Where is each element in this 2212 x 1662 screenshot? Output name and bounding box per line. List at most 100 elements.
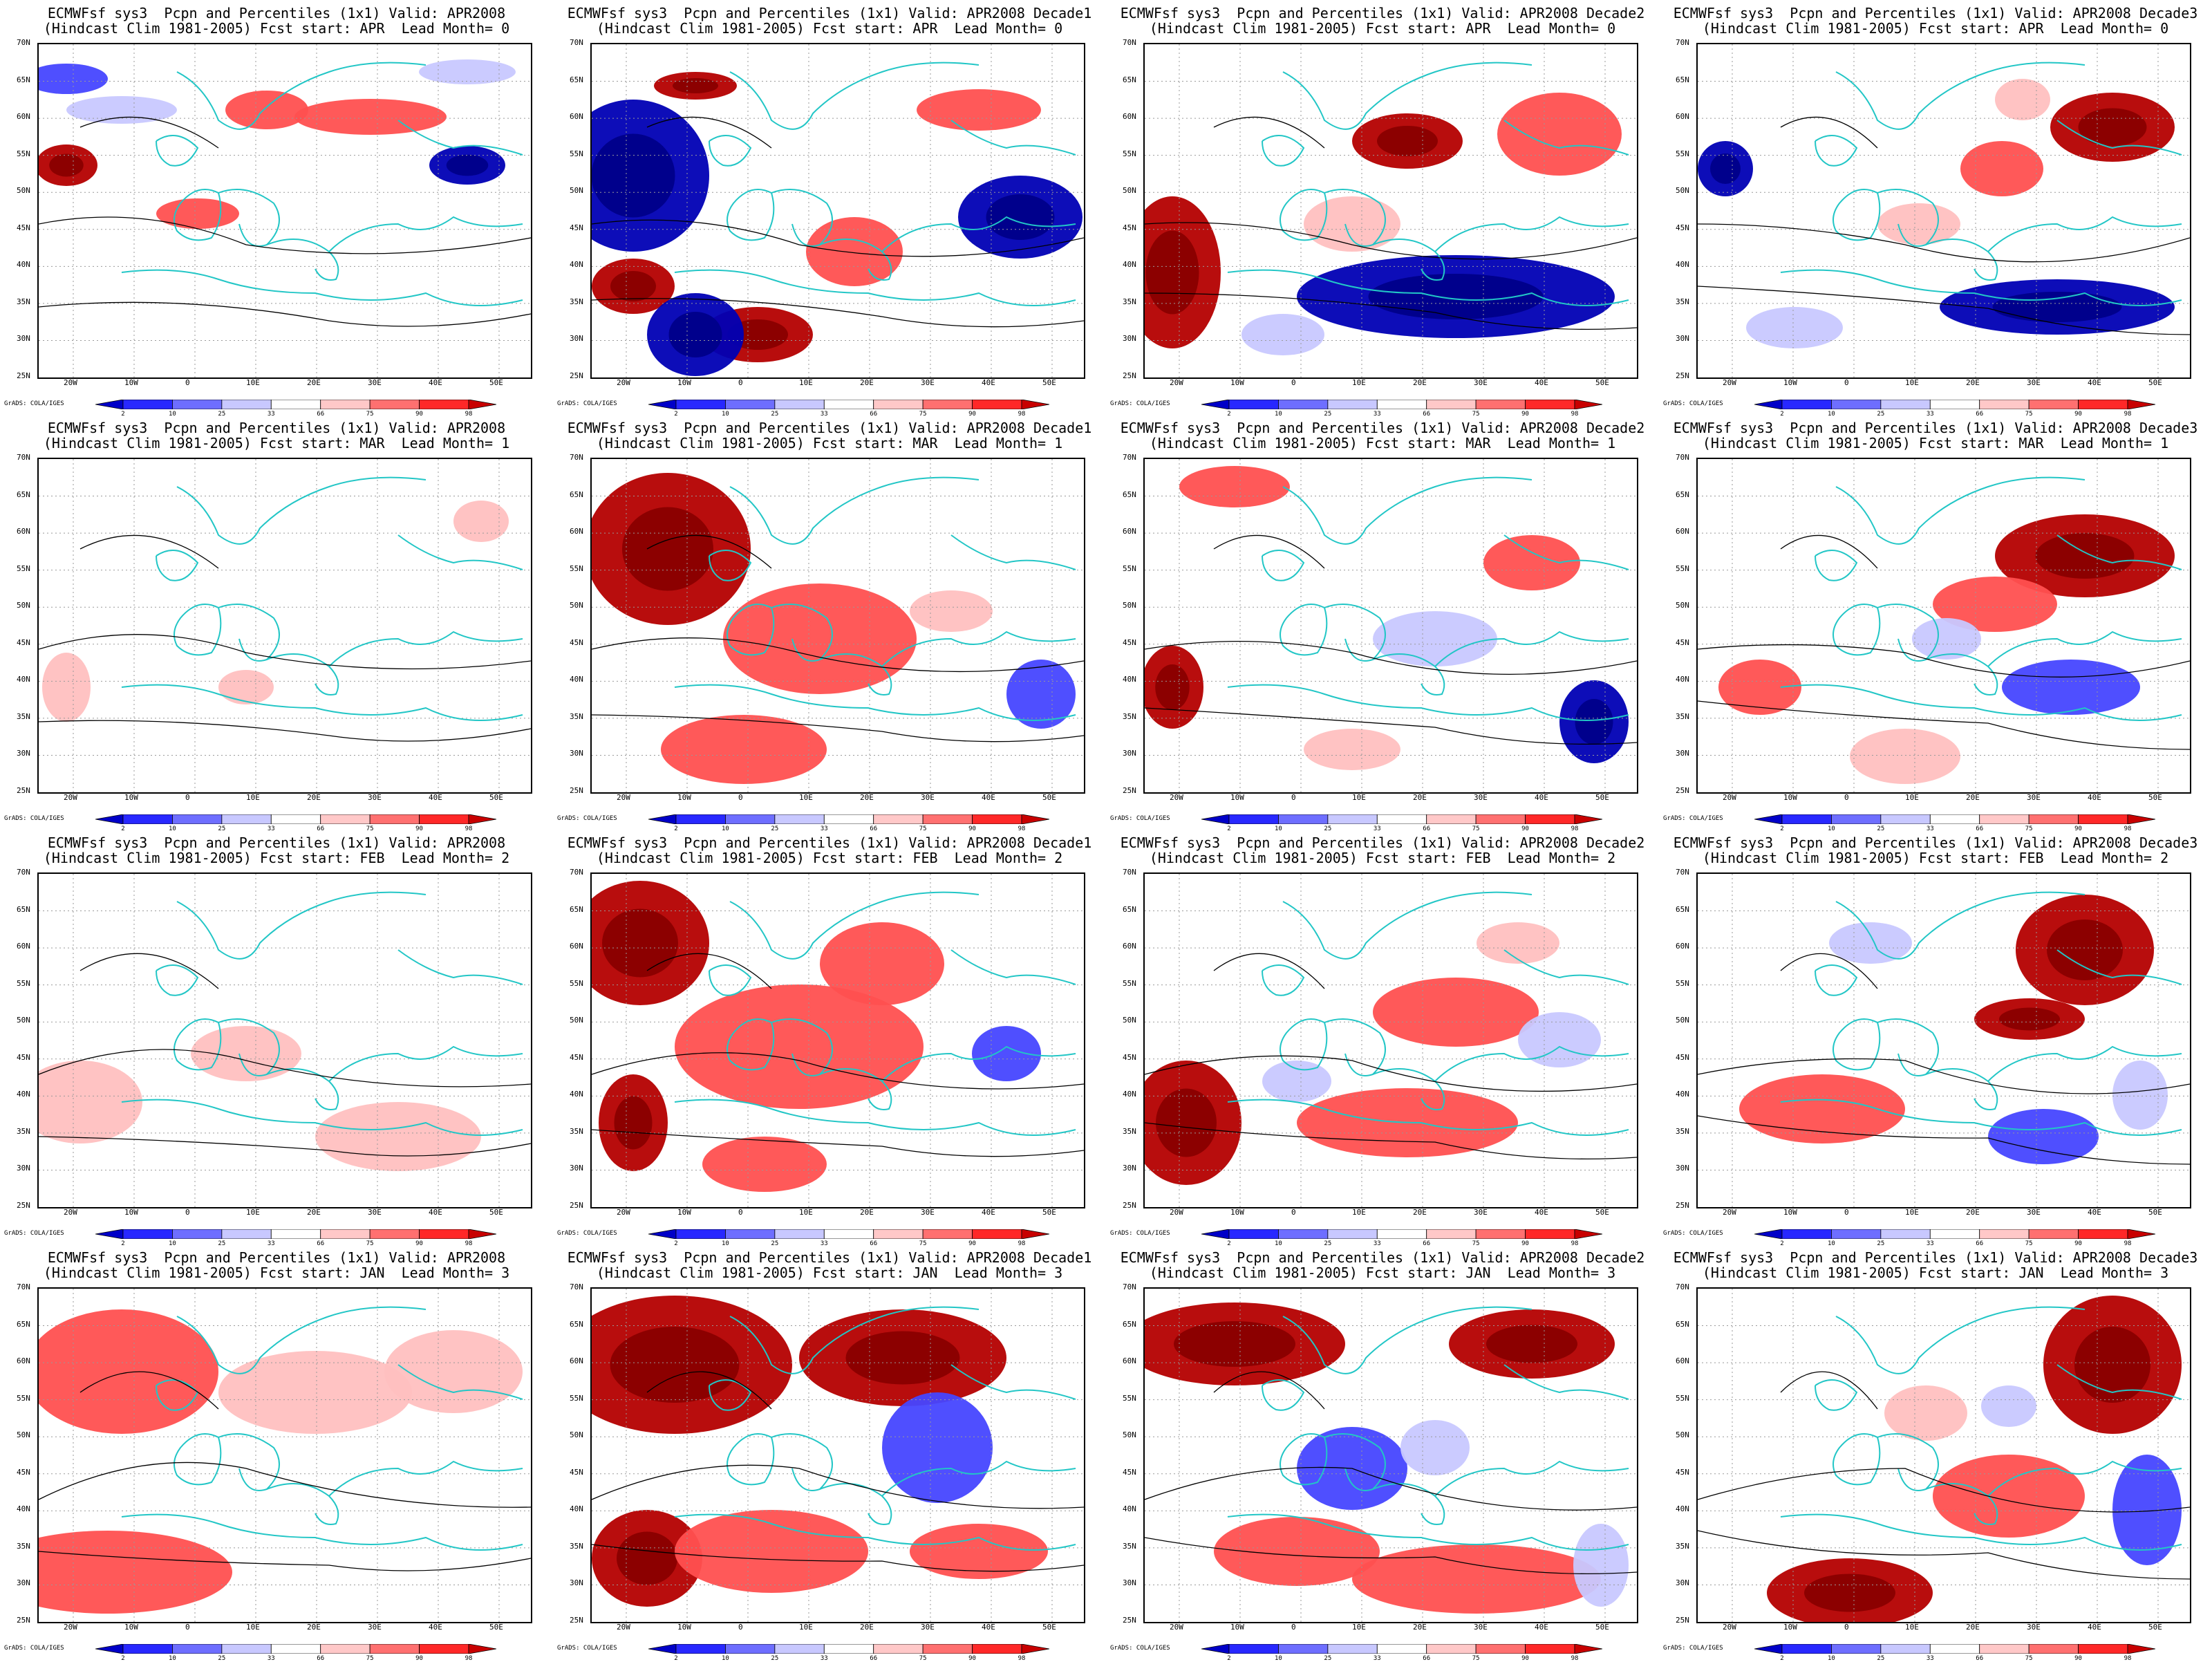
panel-title: ECMWFsf sys3 Pcpn and Percentiles (1x1) … [1120,834,1645,851]
latitude-label: 30N [1676,749,1689,758]
latitude-label: 25N [17,371,30,380]
latitude-label: 70N [1676,453,1689,462]
coastline [674,269,1076,306]
latitude-label: 50N [17,1016,30,1025]
colorbar-label: 10 [1828,1240,1835,1247]
latitude-label: 65N [570,1319,583,1329]
coastline [397,120,523,156]
panel-title: ECMWFsf sys3 Pcpn and Percentiles (1x1) … [1673,834,2198,851]
longitude-label: 20W [1170,378,1183,387]
wet-anomaly-area [1214,1517,1380,1586]
colorbar-swatch [1574,1644,1602,1654]
coastline [1503,949,1629,985]
colorbar-label: 10 [722,411,729,418]
longitude-label: 50E [2148,1623,2162,1632]
colorbar-swatch [468,1644,496,1654]
climatology-contour [1698,1058,2190,1094]
longitude-label: 10E [1905,793,1919,802]
longitude-label: 10W [1783,793,1797,802]
longitude-label: 10E [799,1623,813,1632]
longitude-label: 30E [368,793,382,802]
climatology-contour [39,1462,531,1508]
longitude-label: 0 [738,793,743,802]
coastline [868,251,892,281]
latitude-label: 55N [17,978,30,988]
latitude-label: 65N [1123,904,1136,914]
colorbar-label: 2 [674,1240,678,1247]
percentile-colorbar [648,400,1049,409]
colorbar-swatch [1929,1644,1980,1654]
colorbar-swatch [972,1644,1022,1654]
colorbar-swatch [1426,400,1477,409]
panel-title: ECMWFsf sys3 Pcpn and Percentiles (1x1) … [1673,1249,2198,1266]
coastline [1835,62,2086,130]
longitude-label: 20E [860,793,874,802]
coastline [1262,135,1305,167]
coastline [1833,1433,1881,1486]
colorbar-swatch [648,1644,677,1654]
longitude-label: 30E [368,1623,382,1632]
coastline [174,1018,222,1071]
wet-anomaly-area [910,590,993,632]
latitude-label: 70N [1676,38,1689,47]
latitude-label: 40N [1676,675,1689,684]
climatology-contour [646,1371,772,1410]
latitude-label: 40N [1123,260,1136,270]
percentile-colorbar [1754,400,2155,409]
wet-anomaly-core [2047,919,2123,980]
colorbar-swatch [221,1644,272,1654]
latitude-label: 45N [570,1052,583,1062]
colorbar-label: 90 [968,411,976,418]
climatology-contour [79,953,219,989]
latitude-label: 55N [570,149,583,158]
colorbar-labels: 2 10 25 33 66 75 90 98 [1201,825,1602,832]
colorbar-label: 2 [1227,1240,1231,1247]
coastline [1280,189,1328,241]
latitude-label: 25N [1123,786,1136,795]
longitude-label: 0 [738,1208,743,1217]
colorbar-label: 90 [1521,411,1529,418]
map-canvas [1698,1289,2190,1622]
colorbar-swatch [1426,1229,1477,1239]
longitude-label: 20W [1170,1208,1183,1217]
climatology-contour [39,634,531,670]
coastline [1974,666,1998,695]
colorbar-labels: 2 10 25 33 66 75 90 98 [1754,825,2155,832]
colorbar-label: 25 [218,1240,226,1247]
latitude-label: 65N [17,75,30,84]
coastline [1974,1495,1998,1525]
percentile-colorbar [648,1644,1049,1654]
longitude-label: 50E [2148,793,2162,802]
climatology-contour [1698,700,2190,750]
climatology-contour [1145,292,1637,330]
colorbar-label: 10 [169,1655,176,1662]
colorbar-label: 98 [2124,1655,2132,1662]
longitude-label: 40E [1535,378,1548,387]
latitude-label: 50N [1676,186,1689,196]
colorbar-label: 90 [968,825,976,832]
latitude-label: 40N [1676,1504,1689,1514]
forecast-panel: ECMWFsf sys3 Pcpn and Percentiles (1x1) … [1659,830,2212,1247]
latitude-label: 30N [1676,1164,1689,1173]
map-canvas [592,874,1084,1207]
latitude-label: 60N [1123,942,1136,951]
latitude-label: 60N [570,112,583,122]
coastline [771,1433,833,1491]
latitude-label: 25N [17,1201,30,1210]
longitude-label: 40E [2088,793,2101,802]
wet-anomaly-area [384,1330,523,1413]
coastline [121,269,523,306]
coastline [1815,1379,1858,1411]
colorbar-swatch [320,814,371,824]
colorbar-swatch [172,1644,223,1654]
latitude-label: 65N [17,1319,30,1329]
coastline [266,1460,523,1497]
coastline [397,949,523,985]
coastline [674,1099,1076,1136]
coastline [176,476,427,545]
coastline [1262,550,1305,581]
latitude-label: 45N [17,1467,30,1477]
precipitation-percentile-map [1143,872,1638,1208]
colorbar-label: 75 [1472,825,1480,832]
longitude-label: 20W [1170,1623,1183,1632]
